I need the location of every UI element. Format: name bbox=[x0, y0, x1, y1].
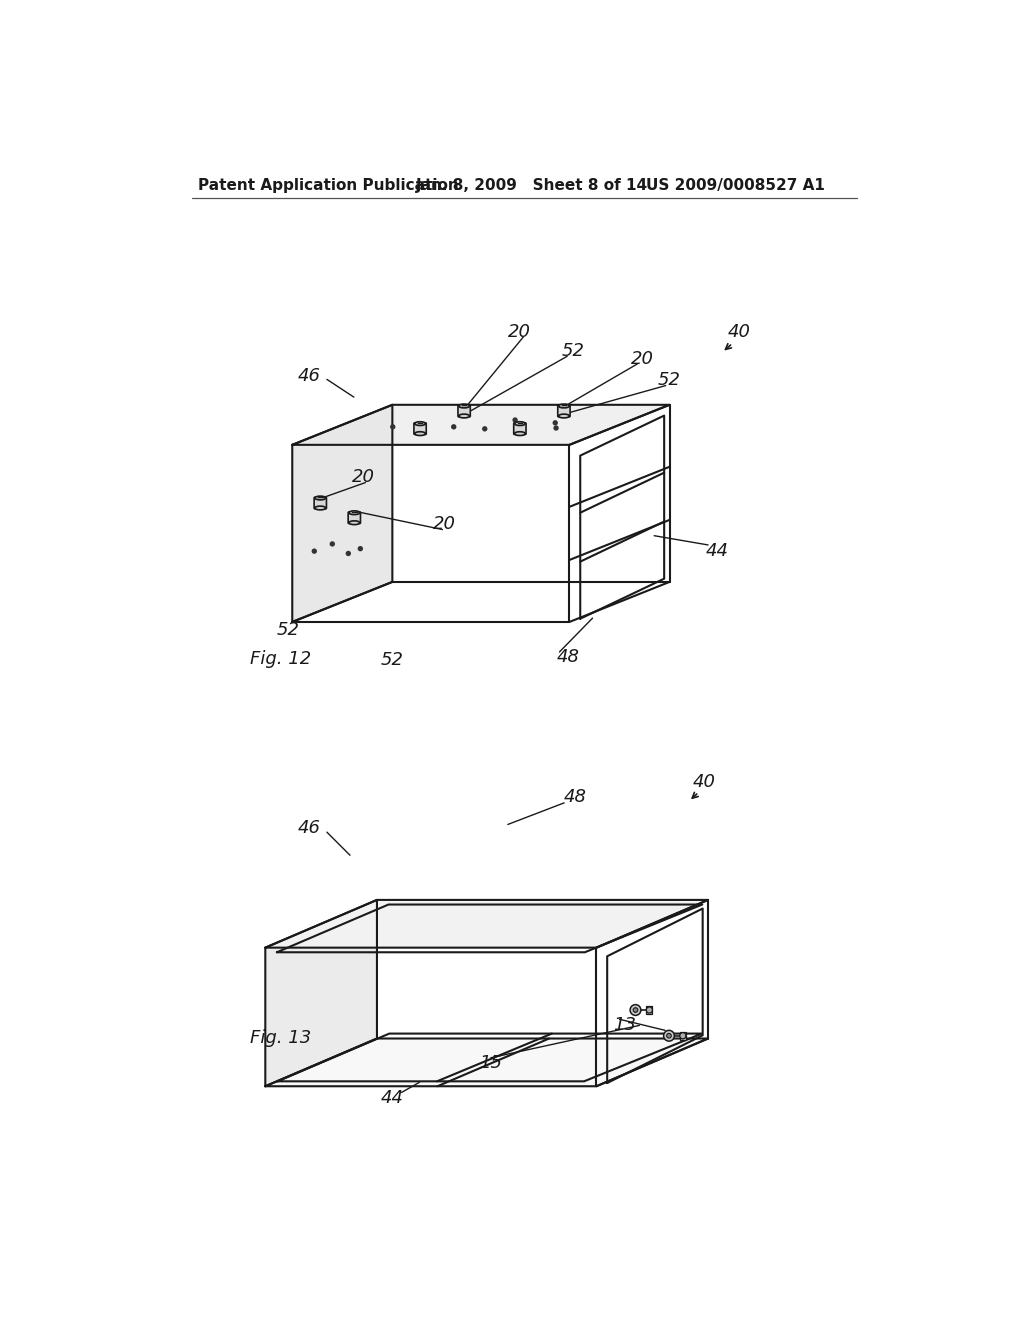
Text: 15: 15 bbox=[479, 1055, 503, 1072]
Bar bbox=[646, 1006, 652, 1014]
FancyBboxPatch shape bbox=[414, 422, 426, 434]
Text: 20: 20 bbox=[631, 350, 654, 367]
FancyBboxPatch shape bbox=[348, 512, 360, 524]
Circle shape bbox=[630, 1005, 641, 1015]
Text: 46: 46 bbox=[298, 820, 321, 837]
Ellipse shape bbox=[558, 414, 569, 418]
Bar bbox=[680, 1032, 686, 1040]
Text: 20: 20 bbox=[508, 322, 530, 341]
Circle shape bbox=[357, 546, 364, 552]
Ellipse shape bbox=[558, 404, 569, 408]
Polygon shape bbox=[292, 405, 392, 622]
Polygon shape bbox=[265, 900, 377, 1086]
Circle shape bbox=[512, 417, 518, 422]
FancyBboxPatch shape bbox=[514, 422, 526, 434]
Text: 40: 40 bbox=[727, 322, 751, 341]
Text: 20: 20 bbox=[351, 469, 375, 486]
Polygon shape bbox=[265, 1039, 708, 1086]
Ellipse shape bbox=[514, 432, 525, 436]
Ellipse shape bbox=[349, 521, 359, 524]
Ellipse shape bbox=[315, 496, 326, 500]
Text: 40: 40 bbox=[692, 774, 716, 791]
Text: 13: 13 bbox=[613, 1015, 636, 1034]
Circle shape bbox=[311, 548, 317, 554]
Text: 52: 52 bbox=[381, 652, 403, 669]
Text: 46: 46 bbox=[298, 367, 321, 384]
Text: Patent Application Publication: Patent Application Publication bbox=[198, 178, 459, 193]
Polygon shape bbox=[265, 900, 708, 948]
Circle shape bbox=[667, 1034, 672, 1038]
Circle shape bbox=[553, 425, 559, 430]
Ellipse shape bbox=[415, 421, 425, 425]
Circle shape bbox=[646, 1007, 652, 1014]
Circle shape bbox=[346, 550, 351, 556]
Text: Jan. 8, 2009   Sheet 8 of 14: Jan. 8, 2009 Sheet 8 of 14 bbox=[416, 178, 647, 193]
Circle shape bbox=[390, 424, 395, 429]
Circle shape bbox=[482, 426, 487, 432]
Text: 44: 44 bbox=[381, 1089, 403, 1106]
Text: 52: 52 bbox=[562, 342, 585, 360]
Ellipse shape bbox=[315, 506, 326, 510]
Ellipse shape bbox=[349, 511, 359, 515]
Text: Fig. 13: Fig. 13 bbox=[250, 1028, 311, 1047]
Circle shape bbox=[553, 420, 558, 425]
Circle shape bbox=[330, 541, 335, 546]
Text: 48: 48 bbox=[564, 788, 587, 807]
Text: 52: 52 bbox=[658, 371, 681, 389]
FancyBboxPatch shape bbox=[314, 498, 327, 508]
Text: US 2009/0008527 A1: US 2009/0008527 A1 bbox=[646, 178, 825, 193]
Ellipse shape bbox=[415, 432, 425, 436]
Text: 20: 20 bbox=[433, 515, 457, 533]
FancyBboxPatch shape bbox=[558, 405, 570, 417]
Text: 44: 44 bbox=[706, 543, 729, 560]
Polygon shape bbox=[292, 405, 670, 445]
Text: 48: 48 bbox=[556, 648, 580, 667]
Circle shape bbox=[664, 1031, 675, 1041]
Ellipse shape bbox=[459, 404, 470, 408]
Ellipse shape bbox=[514, 421, 525, 425]
Circle shape bbox=[633, 1007, 638, 1012]
Text: 52: 52 bbox=[276, 620, 300, 639]
Circle shape bbox=[680, 1032, 686, 1039]
Text: Fig. 12: Fig. 12 bbox=[250, 649, 311, 668]
Ellipse shape bbox=[459, 414, 470, 418]
FancyBboxPatch shape bbox=[458, 405, 470, 417]
Circle shape bbox=[451, 424, 457, 429]
